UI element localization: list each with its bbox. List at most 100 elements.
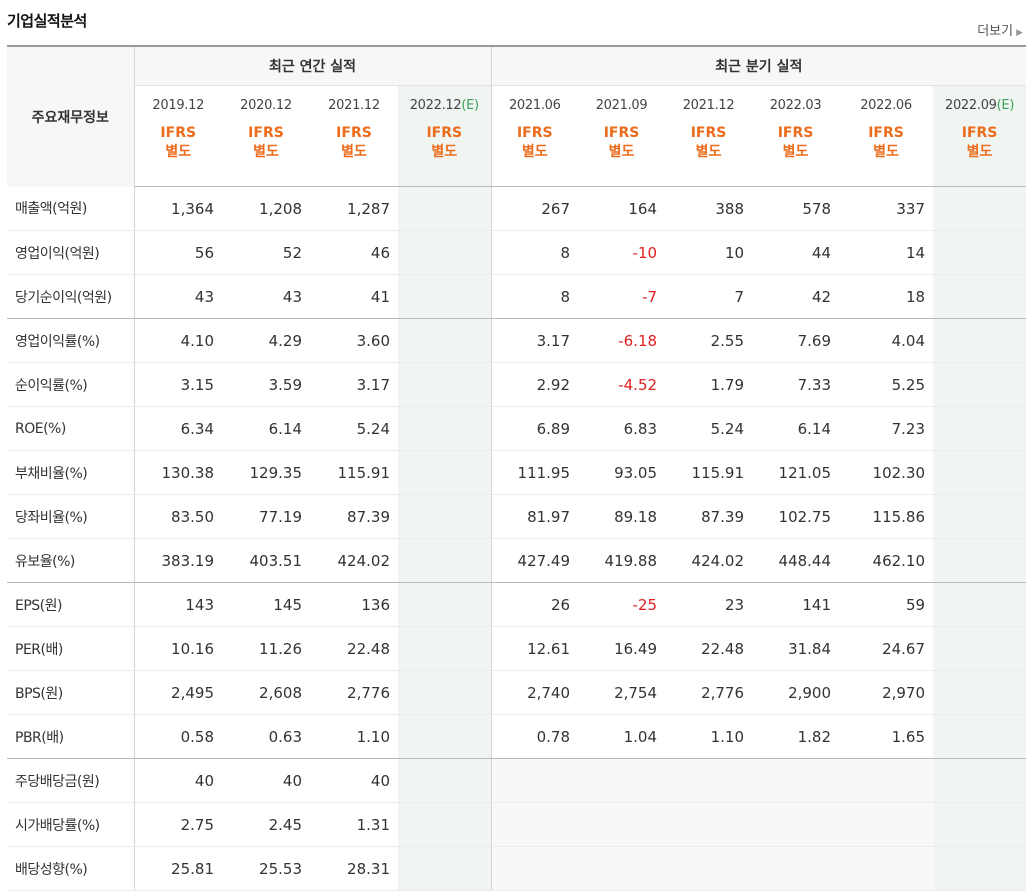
table-cell: 77.19 [222, 494, 310, 539]
table-cell: 10.16 [134, 626, 222, 671]
table-cell [398, 274, 492, 319]
period-label: 2020.12 [240, 97, 292, 113]
table-cell [665, 846, 753, 891]
row-label: 배당성향(%) [7, 846, 135, 891]
table-cell [398, 802, 492, 847]
table-cell: 7.23 [839, 406, 934, 451]
table-cell: 337 [839, 186, 934, 231]
row-label: 매출액(억원) [7, 186, 135, 231]
table-cell: 52 [222, 230, 310, 275]
table-cell: 24.67 [839, 626, 934, 671]
table-cell: 22.48 [310, 626, 398, 671]
table-cell: 419.88 [578, 538, 666, 583]
table-cell: 383.19 [134, 538, 222, 583]
period-header: 2021.12 [310, 86, 398, 125]
table-cell: 81.97 [490, 494, 579, 539]
table-cell: 424.02 [310, 538, 398, 583]
ifrs-badge: IFRS 별도 [665, 124, 753, 187]
section-title: 기업실적분석 [7, 12, 87, 30]
table-cell: 2.92 [490, 362, 579, 407]
row-label: 주당배당금(원) [7, 758, 135, 803]
row-label: 부채비율(%) [7, 450, 135, 495]
table-cell: 18 [839, 274, 934, 319]
table-cell: 1,287 [310, 186, 398, 231]
table-cell [398, 406, 492, 451]
table-cell: -25 [578, 582, 666, 627]
table-cell: 59 [839, 582, 934, 627]
table-cell [398, 494, 492, 539]
table-cell [490, 846, 579, 891]
period-header: 2021.12 [665, 86, 752, 125]
table-cell: 3.60 [310, 318, 398, 363]
table-cell: 1.82 [752, 714, 840, 759]
table-cell: 1,208 [222, 186, 310, 231]
table-cell: 40 [310, 758, 398, 803]
ifrs-sub-label: 별도 [608, 144, 635, 160]
period-header: 2021.06 [490, 85, 579, 124]
quarter-group-header: 최근 분기 실적 [490, 45, 1027, 86]
table-cell: 115.91 [310, 450, 398, 495]
estimate-mark: (E) [996, 97, 1015, 113]
table-cell [933, 318, 1027, 363]
table-row: 순이익률(%) 3.15 3.59 3.17 2.92 -4.52 1.79 7.33 5.25 [7, 362, 1027, 407]
table-cell: 164 [578, 186, 666, 231]
table-row: 유보율(%) 383.19 403.51 424.02 427.49 419.88 424.… [7, 538, 1027, 583]
table-cell: 130.38 [134, 450, 222, 495]
table-cell: 2,608 [222, 670, 310, 715]
table-row: 주당배당금(원) 40 40 40 [7, 758, 1027, 803]
table-cell: 16.49 [578, 626, 666, 671]
table-cell: 388 [665, 186, 753, 231]
table-cell: 25.81 [134, 846, 222, 891]
table-cell: 121.05 [752, 450, 840, 495]
period-header: 2022.09(E) [933, 85, 1027, 124]
table-cell: 4.10 [134, 318, 222, 363]
period-label: 2019.12 [152, 97, 205, 113]
table-cell [933, 846, 1027, 891]
group-header-row: 주요재무정보 최근 연간 실적 최근 분기 실적 [7, 45, 1027, 187]
row-label: 당기순이익(억원) [7, 274, 135, 319]
table-cell [933, 406, 1027, 451]
table-cell: 2.75 [134, 802, 222, 847]
table-cell: 2.45 [222, 802, 310, 847]
table-cell: 5.24 [665, 406, 753, 451]
row-label: 영업이익률(%) [7, 318, 135, 363]
more-link-label: 더보기 [977, 24, 1014, 39]
table-cell: 6.34 [134, 406, 222, 451]
table-cell: 4.29 [222, 318, 310, 363]
table-cell: 102.75 [752, 494, 840, 539]
table-cell [665, 802, 753, 847]
table-cell: 6.83 [578, 406, 666, 451]
ifrs-label: IFRS [868, 125, 904, 141]
table-cell [839, 846, 934, 891]
table-row: 부채비율(%) 130.38 129.35 115.91 111.95 93.05 115.… [7, 450, 1027, 495]
table-body: 매출액(억원) 1,364 1,208 1,287 267 164 388 578 337 영업이… [7, 186, 1027, 891]
row-label: EPS(원) [7, 582, 135, 627]
row-label: 순이익률(%) [7, 362, 135, 407]
ifrs-badge: IFRS 별도 [310, 124, 398, 187]
table-cell [933, 758, 1027, 803]
period-label: 2021.06 [508, 97, 561, 113]
table-cell: 102.30 [839, 450, 934, 495]
table-row: 배당성향(%) 25.81 25.53 28.31 [7, 846, 1027, 891]
table-cell [933, 450, 1027, 495]
table-cell: 3.59 [222, 362, 310, 407]
table-cell: 89.18 [578, 494, 666, 539]
table-cell: 83.50 [134, 494, 222, 539]
table-cell: 26 [490, 582, 579, 627]
period-header: 2019.12 [134, 86, 222, 125]
ifrs-sub-label: 별도 [966, 144, 993, 160]
table-cell: 1.31 [310, 802, 398, 847]
ifrs-sub-label: 별도 [341, 144, 367, 160]
table-cell [578, 846, 666, 891]
table-cell: 0.78 [490, 714, 579, 759]
table-cell: 43 [134, 274, 222, 319]
table-cell: 2,776 [665, 670, 753, 715]
more-link[interactable]: 더보기 ▶ [977, 20, 1023, 39]
table-cell [839, 802, 934, 847]
ifrs-header-row: IFRS 별도 IFRS 별도 IFRS 별도 IFRS 별도 IFRS 별도 IFRS 별도 IFRS… [7, 124, 1027, 187]
table-cell: 578 [752, 186, 840, 231]
table-cell [933, 714, 1027, 759]
table-cell [398, 670, 492, 715]
table-cell: 93.05 [578, 450, 666, 495]
table-cell: 56 [134, 230, 222, 275]
